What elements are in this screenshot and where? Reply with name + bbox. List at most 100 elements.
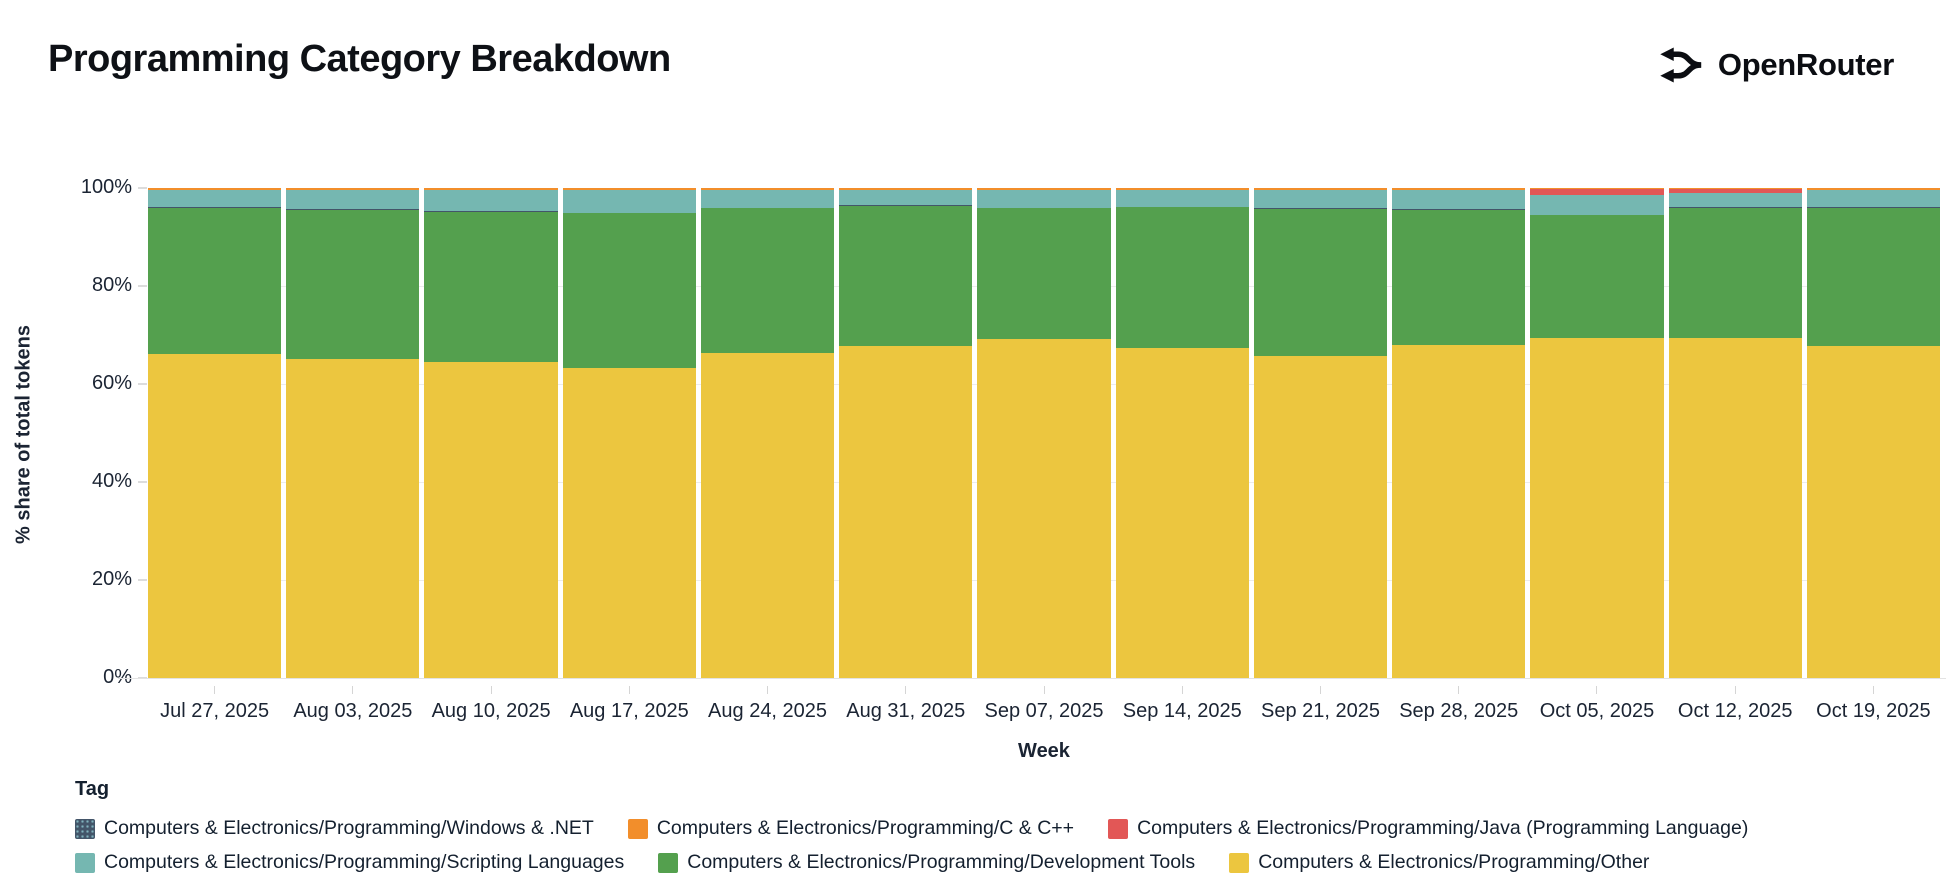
segment-c-c[interactable] — [148, 188, 282, 191]
x-tick-aug-31-2025: Aug 31, 2025 — [839, 686, 972, 723]
x-tick-label: Sep 21, 2025 — [1260, 700, 1380, 722]
x-tick-mark — [1319, 686, 1321, 694]
segment-c-c[interactable] — [1253, 188, 1388, 191]
legend-swatch-scripting-languages — [75, 852, 95, 873]
x-tick-mark — [628, 686, 630, 694]
segment-development-tools[interactable] — [286, 209, 420, 360]
segment-other[interactable] — [1115, 347, 1249, 678]
segment-development-tools[interactable] — [1392, 209, 1526, 345]
segment-scripting-languages[interactable] — [424, 190, 558, 212]
segment-c-c[interactable] — [562, 188, 696, 191]
segment-scripting-languages[interactable] — [977, 190, 1111, 208]
segment-other[interactable] — [148, 354, 282, 678]
segment-java-programming-language[interactable] — [1668, 188, 1802, 194]
legend-swatch-development-tools — [658, 852, 679, 873]
segment-scripting-languages[interactable] — [148, 190, 282, 208]
bar-sep-07-2025[interactable] — [977, 188, 1111, 678]
y-tick-label-20: 20% — [91, 568, 132, 590]
legend-item-other[interactable]: Computers & Electronics/Programming/Othe… — [1229, 851, 1649, 874]
segment-development-tools[interactable] — [1253, 208, 1388, 356]
segment-other[interactable] — [1253, 355, 1388, 678]
bar-sep-28-2025[interactable] — [1392, 188, 1526, 678]
segment-development-tools[interactable] — [839, 205, 973, 346]
x-tick-mark — [1181, 686, 1183, 694]
x-tick-label: Oct 12, 2025 — [1677, 700, 1793, 722]
brand-name: OpenRouter — [1717, 47, 1894, 82]
segment-c-c[interactable] — [839, 188, 973, 190]
segment-other[interactable] — [977, 339, 1111, 678]
segment-other[interactable] — [286, 359, 420, 678]
bar-sep-21-2025[interactable] — [1253, 188, 1388, 678]
bar-aug-24-2025[interactable] — [700, 188, 835, 678]
y-tick-mark — [138, 481, 147, 483]
segment-scripting-languages[interactable] — [562, 190, 696, 213]
legend-item-c-c[interactable]: Computers & Electronics/Programming/C & … — [627, 817, 1075, 840]
segment-development-tools[interactable] — [562, 213, 696, 369]
legend-swatch-windows-net — [75, 818, 95, 839]
x-axis-title: Week — [1018, 740, 1070, 762]
x-tick-mark — [905, 686, 907, 694]
x-tick-oct-19-2025: Oct 19, 2025 — [1807, 686, 1940, 723]
segment-scripting-languages[interactable] — [1392, 189, 1526, 210]
segment-java-programming-language[interactable] — [1530, 189, 1664, 196]
segment-development-tools[interactable] — [148, 207, 282, 355]
segment-c-c[interactable] — [977, 188, 1111, 191]
legend-item-java-programming-language[interactable]: Computers & Electronics/Programming/Java… — [1108, 817, 1748, 840]
segment-c-c[interactable] — [1392, 188, 1526, 190]
segment-other[interactable] — [1806, 345, 1941, 678]
bar-oct-05-2025[interactable] — [1530, 188, 1664, 678]
segment-other[interactable] — [1668, 337, 1802, 678]
segment-scripting-languages[interactable] — [700, 190, 835, 208]
x-tick-sep-14-2025: Sep 14, 2025 — [1116, 686, 1249, 723]
segment-c-c[interactable] — [286, 188, 420, 191]
segment-c-c[interactable] — [1530, 188, 1664, 190]
segment-scripting-languages[interactable] — [1115, 190, 1249, 207]
plot-area — [148, 188, 1941, 678]
segment-development-tools[interactable] — [1115, 207, 1249, 348]
x-axis-line — [118, 678, 1946, 679]
segment-scripting-languages[interactable] — [286, 190, 420, 210]
x-tick-label: Aug 31, 2025 — [846, 700, 966, 722]
bar-aug-10-2025[interactable] — [424, 188, 558, 678]
segment-scripting-languages[interactable] — [1253, 190, 1388, 209]
y-tick-label-40: 40% — [91, 470, 132, 492]
bar-aug-03-2025[interactable] — [286, 188, 420, 678]
legend-rows: Computers & Electronics/Programming/Wind… — [75, 817, 1905, 874]
segment-development-tools[interactable] — [700, 208, 835, 353]
segment-scripting-languages[interactable] — [839, 189, 973, 206]
segment-c-c[interactable] — [424, 188, 558, 191]
segment-development-tools[interactable] — [1668, 207, 1802, 338]
segment-scripting-languages[interactable] — [1806, 190, 1941, 208]
x-tick-mark — [1596, 686, 1598, 694]
legend-item-scripting-languages[interactable]: Computers & Electronics/Programming/Scri… — [75, 851, 624, 874]
segment-development-tools[interactable] — [1806, 207, 1941, 346]
segment-c-c[interactable] — [1806, 188, 1941, 191]
legend: Tag Computers & Electronics/Programming/… — [75, 778, 1905, 874]
segment-development-tools[interactable] — [424, 211, 558, 363]
legend-label: Computers & Electronics/Programming/C & … — [656, 817, 1075, 839]
segment-other[interactable] — [1530, 338, 1664, 678]
segment-scripting-languages[interactable] — [1530, 195, 1664, 215]
bar-oct-19-2025[interactable] — [1806, 188, 1941, 678]
segment-other[interactable] — [1392, 344, 1526, 678]
legend-item-windows-net[interactable]: Computers & Electronics/Programming/Wind… — [75, 817, 594, 840]
bar-sep-14-2025[interactable] — [1115, 188, 1249, 678]
segment-other[interactable] — [424, 362, 558, 678]
segment-scripting-languages[interactable] — [1668, 193, 1802, 208]
bar-aug-17-2025[interactable] — [562, 188, 696, 678]
bar-aug-31-2025[interactable] — [839, 188, 973, 678]
segment-other[interactable] — [562, 368, 696, 678]
legend-item-development-tools[interactable]: Computers & Electronics/Programming/Deve… — [658, 851, 1195, 874]
segment-c-c[interactable] — [1115, 188, 1249, 191]
x-tick-mark — [1043, 686, 1045, 694]
segment-development-tools[interactable] — [977, 208, 1111, 340]
segment-other[interactable] — [700, 352, 835, 678]
segment-development-tools[interactable] — [1530, 215, 1664, 339]
legend-title: Tag — [75, 778, 110, 800]
bar-oct-12-2025[interactable] — [1668, 188, 1802, 678]
segment-c-c[interactable] — [700, 188, 835, 191]
segment-other[interactable] — [839, 345, 973, 678]
bar-jul-27-2025[interactable] — [148, 188, 282, 678]
x-tick-label: Oct 05, 2025 — [1539, 700, 1655, 722]
y-tick-mark — [138, 187, 147, 189]
